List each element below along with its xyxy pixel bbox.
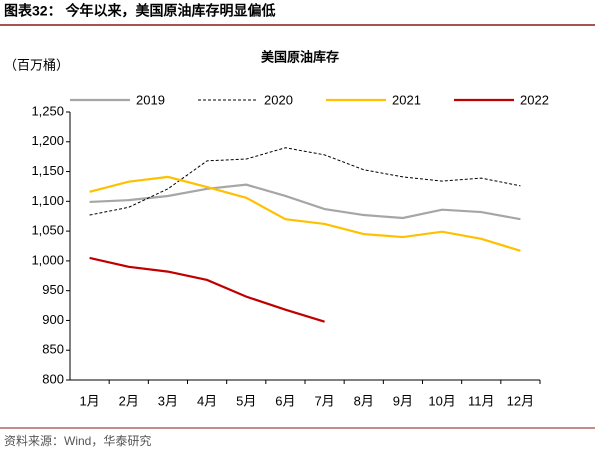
x-tick-label: 7月 xyxy=(314,393,334,408)
series-line xyxy=(89,256,325,323)
y-tick-label: 800 xyxy=(42,371,64,386)
x-tick-label: 4月 xyxy=(197,393,217,408)
series-line xyxy=(89,147,521,216)
source: 资料来源：Wind，华泰研究 xyxy=(4,433,151,448)
header: 图表32： 今年以来，美国原油库存明显偏低 xyxy=(4,3,275,19)
legend-label: 2021 xyxy=(392,92,421,107)
y-tick-label: 850 xyxy=(42,342,64,357)
y-tick-label: 950 xyxy=(42,282,64,297)
x-tick-label: 1月 xyxy=(79,393,99,408)
series-line xyxy=(89,183,521,221)
y-tick-label: 900 xyxy=(42,312,64,327)
x-tick-label: 10月 xyxy=(428,393,455,408)
chart-title: 美国原油库存 xyxy=(261,49,339,64)
y-tick-label: 1,150 xyxy=(31,163,64,178)
y-tick-label: 1,200 xyxy=(31,133,64,148)
series-line xyxy=(89,175,521,252)
legend-label: 2020 xyxy=(264,92,293,107)
x-tick-label: 3月 xyxy=(158,393,178,408)
x-tick-label: 9月 xyxy=(393,393,413,408)
legend-label: 2019 xyxy=(136,92,165,107)
x-tick-label: 5月 xyxy=(236,393,256,408)
y-tick-label: 1,100 xyxy=(31,193,64,208)
y-tick-label: 1,050 xyxy=(31,223,64,238)
y-tick-label: 1,000 xyxy=(31,252,64,267)
x-tick-label: 6月 xyxy=(275,393,295,408)
y-axis-label: （百万桶） xyxy=(4,57,69,72)
x-tick-label: 8月 xyxy=(354,393,374,408)
x-tick-label: 12月 xyxy=(507,393,534,408)
y-tick-label: 1,250 xyxy=(31,103,64,118)
x-tick-label: 11月 xyxy=(468,393,495,408)
legend-label: 2022 xyxy=(520,92,549,107)
x-tick-label: 2月 xyxy=(119,393,139,408)
